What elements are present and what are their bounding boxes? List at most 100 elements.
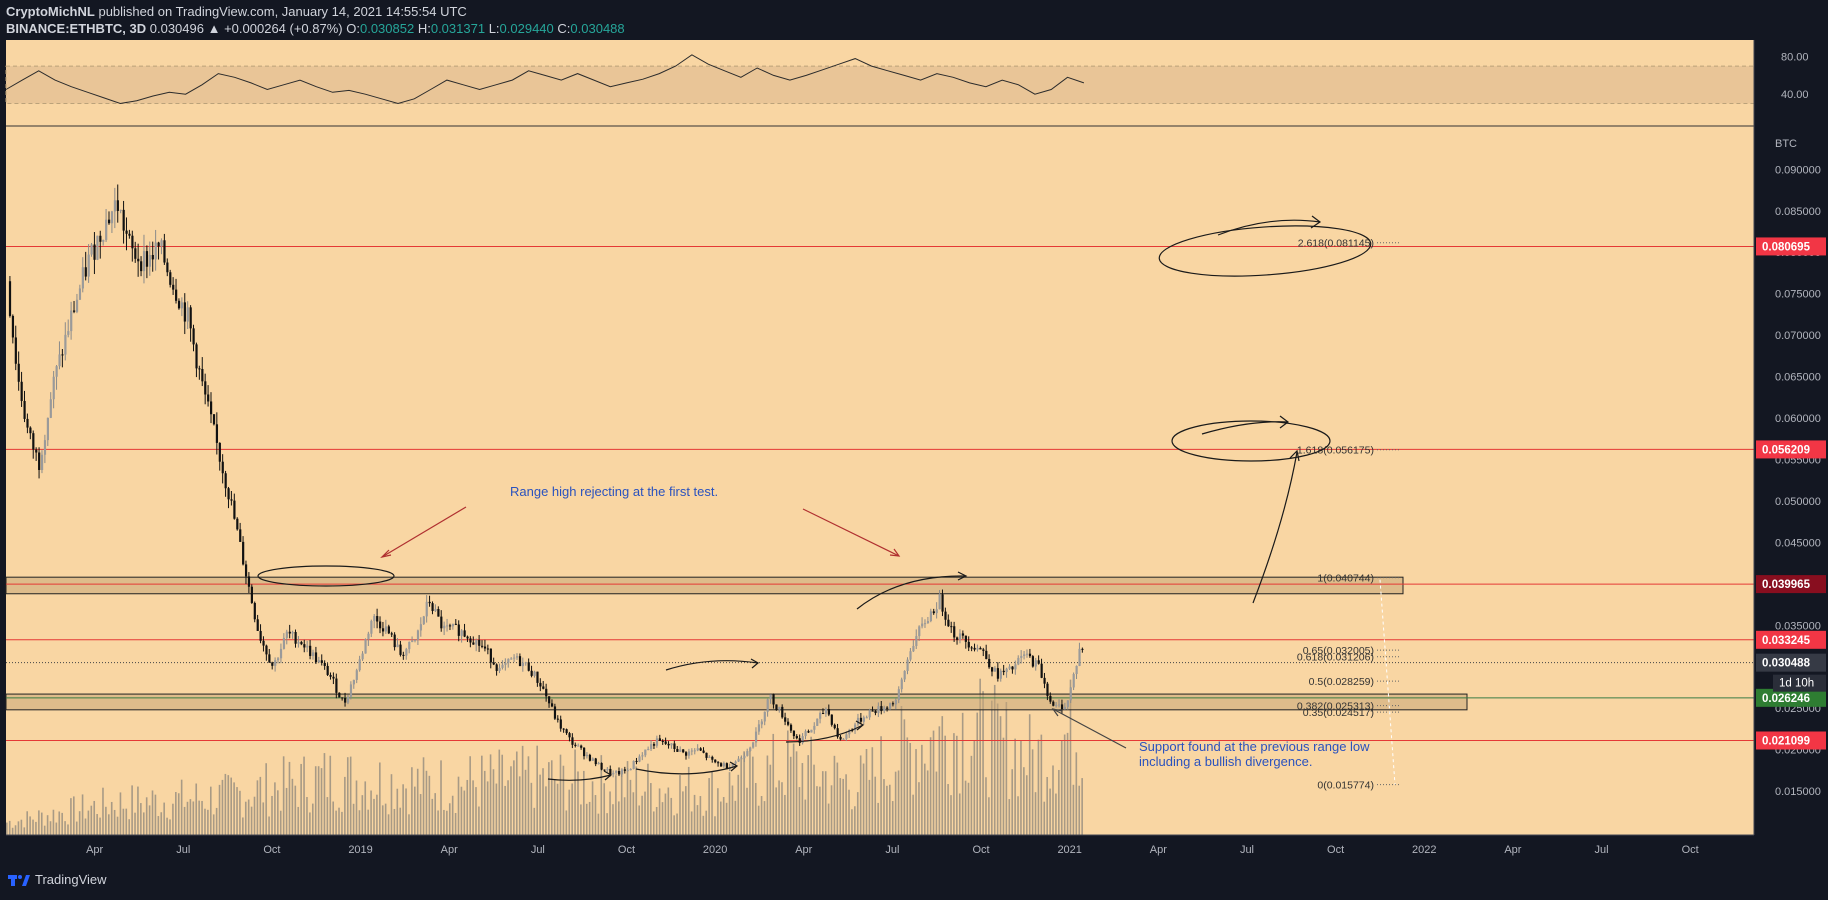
arrow-head-drawing [1279, 415, 1289, 429]
volume-bar [533, 807, 536, 835]
candle-body [789, 724, 793, 731]
volume-bar [542, 768, 544, 835]
candle-body [999, 670, 1002, 679]
candle-body [1081, 648, 1084, 650]
volume-bar [985, 777, 987, 835]
fib-label: 1(0.040744) [1317, 573, 1374, 585]
currency-label: BTC [1775, 138, 1797, 150]
candle-body [399, 644, 402, 655]
price-tick-label: 0.050000 [1775, 496, 1821, 508]
candle-body [958, 633, 962, 640]
price-tick-label: 0.015000 [1775, 786, 1821, 798]
volume-bar [956, 735, 958, 835]
volume-bar [274, 782, 276, 835]
arrow-head-drawing [380, 549, 392, 559]
volume-bar [661, 802, 664, 835]
candle-body [1008, 666, 1011, 669]
volume-bar [719, 801, 722, 835]
candle-body [792, 730, 796, 737]
candle-body [824, 709, 828, 714]
volume-bar [1043, 801, 1046, 835]
candle-body [591, 758, 594, 761]
candle-body [163, 240, 166, 263]
candle-body [545, 688, 548, 697]
symbol-name[interactable]: BINANCE:ETHBTC, 3D [6, 21, 147, 36]
volume-bar [652, 811, 655, 835]
candle-body [61, 354, 64, 356]
footer-brand[interactable]: TradingView [8, 872, 107, 887]
volume-bar [140, 803, 142, 835]
volume-bar [545, 786, 547, 835]
candle-body [1005, 668, 1008, 673]
volume-bar [1063, 734, 1066, 835]
rsi-axis-labels: 80.00 40.00 [1781, 52, 1809, 101]
candle-body [355, 670, 358, 680]
candle-body [390, 633, 393, 635]
candle-body [641, 755, 644, 757]
volume-bar [988, 797, 990, 835]
candle-body [556, 718, 559, 720]
volume-bar [1008, 799, 1011, 835]
time-tick-label: Apr [86, 844, 103, 856]
volume-bar [175, 792, 177, 835]
candle-body [352, 679, 355, 685]
candle-body [236, 518, 239, 530]
volume-bar [145, 797, 148, 835]
annotation-range-high: Range high rejecting at the first test. [510, 484, 718, 499]
rsi-line [5, 54, 1085, 105]
candle-body [469, 638, 472, 643]
candle-body [142, 251, 146, 272]
price-axis[interactable] [1754, 40, 1828, 835]
candle-body [239, 529, 242, 542]
candle-body [708, 756, 711, 758]
arrow-head-drawing [855, 720, 865, 731]
volume-bar [341, 811, 343, 835]
candle-body [192, 328, 195, 345]
volume-bar [247, 799, 250, 835]
candle-body [396, 644, 399, 648]
last-price: 0.030496 [149, 21, 204, 36]
candle-body [941, 594, 944, 612]
volume-bar [996, 703, 999, 835]
candle-body [693, 750, 696, 752]
volume-bar [833, 755, 836, 835]
candle-body [349, 684, 353, 697]
candle-body [73, 310, 76, 312]
candle-body [769, 694, 772, 700]
candle-body [285, 631, 288, 638]
volume-bar [1040, 734, 1043, 835]
zone-range-high [5, 576, 1404, 595]
volume-bar [78, 811, 81, 835]
candle-body [944, 611, 947, 620]
volume-bar [705, 810, 708, 835]
candle-body [757, 724, 761, 732]
volume-bar [268, 816, 270, 835]
volume-bar [961, 712, 964, 835]
volume-bar [993, 684, 996, 835]
volume-bar [160, 812, 163, 835]
candle-body [810, 729, 813, 733]
volume-bar [714, 816, 716, 835]
time-tick-label: 2019 [348, 844, 372, 856]
candle-body [338, 692, 341, 698]
candle-body [306, 645, 309, 648]
time-tick-label: Oct [972, 844, 989, 856]
author-name[interactable]: CryptoMichNL [6, 4, 95, 19]
arrow-head-drawing [1051, 708, 1063, 717]
arrow-head-drawing [750, 658, 760, 669]
volume-bar [556, 783, 559, 835]
candle-body [186, 307, 189, 322]
volume-bar [96, 814, 98, 835]
candle-body [358, 659, 361, 671]
candle-body [1031, 656, 1035, 667]
candle-body [889, 703, 892, 709]
candle-body [107, 219, 111, 224]
volume-bar [851, 809, 853, 835]
volume-bar [323, 753, 326, 835]
candle-body [35, 449, 38, 453]
candle-body [533, 671, 536, 676]
time-axis[interactable] [0, 835, 1828, 865]
volume-bar [73, 796, 75, 835]
candle-body [370, 620, 373, 634]
